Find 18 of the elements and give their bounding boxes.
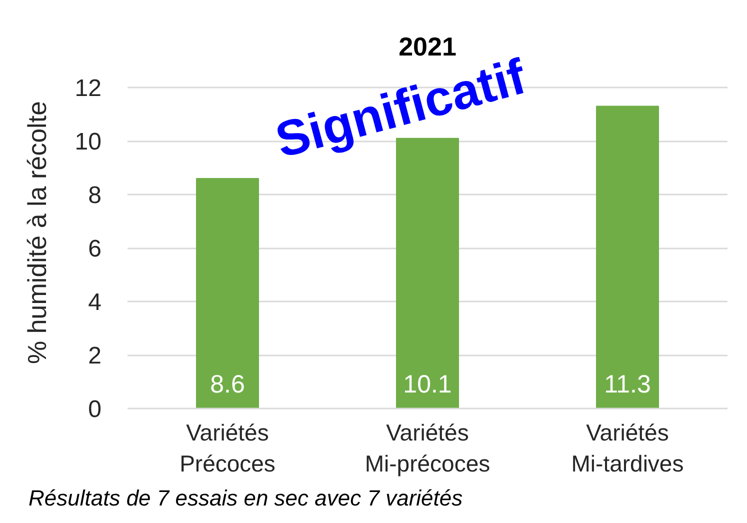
y-axis-title: % humidité à la récolte <box>22 100 52 364</box>
x-tick-label: Variétés Précoces <box>180 420 276 477</box>
y-tick-label: 2 <box>88 342 102 370</box>
y-tick-label: 4 <box>88 289 102 316</box>
y-tick-label: 6 <box>88 236 102 262</box>
data-label: 11.3 <box>604 370 651 398</box>
data-label: 8.6 <box>210 370 245 398</box>
x-tick-label: Variétés Mi-tardives <box>571 420 684 477</box>
y-tick-label: 10 <box>74 128 102 156</box>
y-tick-label: 12 <box>74 75 102 102</box>
chart-title: 2021 <box>398 32 456 62</box>
bar <box>196 178 259 408</box>
text: Résultats de 7 essais en sec avec 7 variétés <box>28 486 463 510</box>
y-tick-label: 8 <box>88 182 102 209</box>
data-label: 10.1 <box>403 370 452 398</box>
bar <box>596 106 659 408</box>
y-tick-label: 0 <box>88 396 102 423</box>
x-tick-label: Variétés Mi-précoces <box>364 420 490 477</box>
